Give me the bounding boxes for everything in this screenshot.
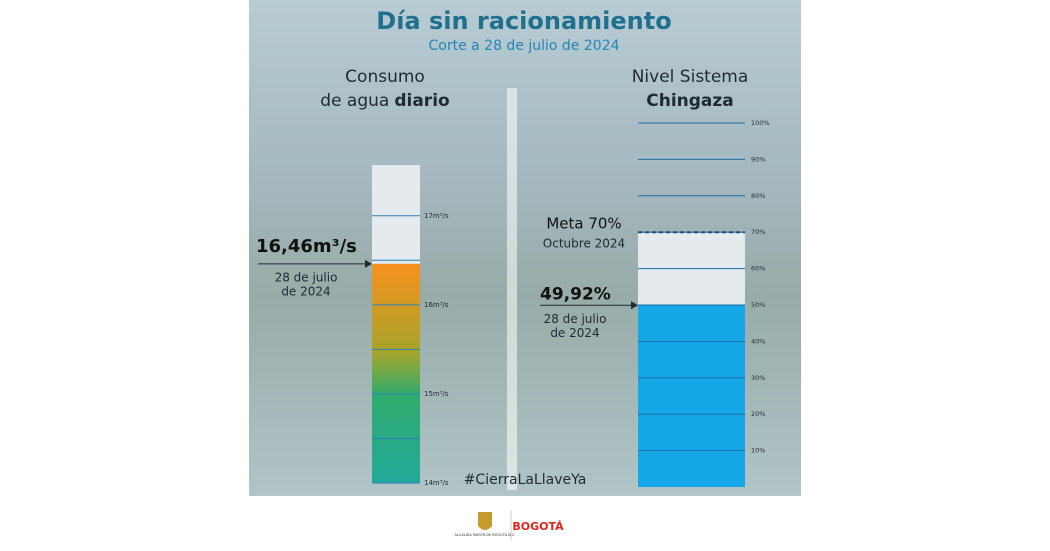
bar: [372, 263, 420, 483]
tick-label: 50%: [751, 301, 765, 309]
divider: [507, 88, 517, 490]
tick-label: 30%: [751, 374, 765, 382]
target-label: Meta 70%: [546, 215, 621, 233]
date-label: de 2024: [550, 326, 599, 340]
value-label: 16,46m³/s: [256, 236, 357, 257]
arrow-head: [631, 301, 638, 310]
title-part: de agua: [320, 91, 389, 111]
tick-label: 90%: [751, 155, 765, 163]
tick-label: 16m³/s: [424, 301, 449, 309]
tick-label: 40%: [751, 337, 765, 345]
tick-label: 15m³/s: [424, 390, 449, 398]
hashtag: #CierraLaLlaveYa: [464, 472, 587, 488]
tick-label: 70%: [751, 228, 765, 236]
tick-label: 20%: [751, 410, 765, 418]
tick-label: 17m³/s: [424, 212, 449, 220]
subtitle: Corte a 28 de julio de 2024: [428, 38, 619, 54]
bar: [638, 305, 745, 487]
title: Día sin racionamiento: [376, 7, 671, 35]
panel-title: Nivel Sistema: [632, 67, 749, 87]
shield: [478, 512, 492, 530]
title-bold: diario: [394, 91, 449, 111]
target-date: Octubre 2024: [543, 237, 625, 251]
panel-title: de agua diario: [320, 91, 449, 111]
tick-label: 60%: [751, 265, 765, 273]
tick-label: 80%: [751, 192, 765, 200]
date-label: 28 de julio: [544, 312, 607, 326]
tick-label: 100%: [751, 119, 770, 127]
date-label: de 2024: [281, 284, 330, 298]
footer-logos: ALCALDÍA MAYOR DE BOGOTÁ D.C. BOGOTÁ: [454, 510, 564, 540]
logo-left: ALCALDÍA MAYOR DE BOGOTÁ D.C.: [454, 532, 515, 537]
panel-title: Chingaza: [646, 91, 734, 111]
logo-right: BOGOTÁ: [512, 520, 564, 533]
panel-title: Consumo: [345, 67, 425, 87]
date-label: 28 de julio: [275, 270, 338, 284]
value-label: 49,92%: [540, 284, 611, 304]
tick-label: 14m³/s: [424, 479, 449, 487]
tick-label: 10%: [751, 447, 765, 455]
arrow-head: [365, 259, 372, 268]
